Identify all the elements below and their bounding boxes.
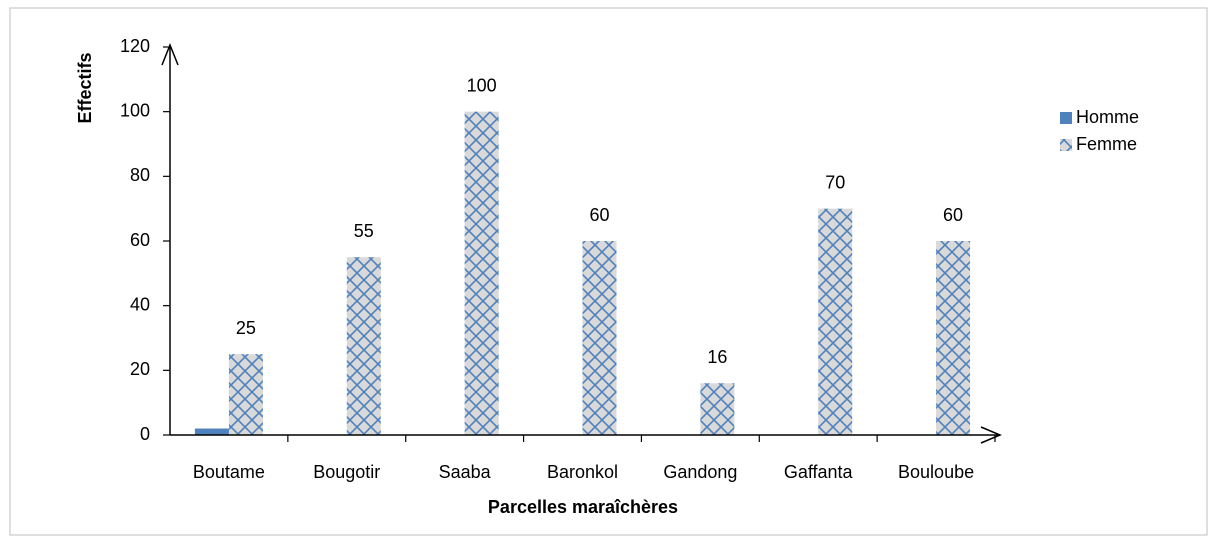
legend-swatch [1060, 139, 1072, 151]
y-axis-arrow [161, 42, 179, 66]
x-axis-title: Parcelles maraîchères [488, 497, 678, 517]
y-tick-label: 20 [130, 359, 150, 379]
data-label: 100 [467, 75, 497, 95]
bar [228, 354, 263, 435]
y-tick-label: 120 [120, 36, 150, 56]
legend-label: Homme [1076, 107, 1139, 127]
data-label: 60 [589, 205, 609, 225]
bar [700, 383, 735, 435]
x-tick-label: Baronkol [547, 462, 618, 482]
x-axis-arrow [980, 426, 1002, 444]
bar [818, 208, 853, 435]
x-tick-label: Boutame [193, 462, 265, 482]
y-tick-label: 100 [120, 100, 150, 120]
y-tick-label: 80 [130, 165, 150, 185]
x-tick-label: Saaba [439, 462, 492, 482]
data-label: 55 [354, 221, 374, 241]
y-axis-title: Effectifs [75, 52, 95, 123]
x-tick-label: Bougotir [313, 462, 380, 482]
y-tick-label: 0 [140, 424, 150, 444]
data-label: 70 [825, 172, 845, 192]
bar [346, 257, 381, 435]
y-tick-label: 60 [130, 230, 150, 250]
x-tick-label: Bouloube [898, 462, 974, 482]
legend-swatch [1060, 112, 1072, 124]
data-label: 60 [943, 205, 963, 225]
x-tick-label: Gaffanta [784, 462, 854, 482]
y-tick-label: 40 [130, 294, 150, 314]
legend-label: Femme [1076, 134, 1137, 154]
data-label: 25 [236, 318, 256, 338]
bar [194, 428, 229, 435]
x-tick-label: Gandong [663, 462, 737, 482]
bar [936, 241, 971, 435]
bar [464, 111, 499, 436]
data-label: 16 [707, 347, 727, 367]
bar [582, 241, 617, 435]
